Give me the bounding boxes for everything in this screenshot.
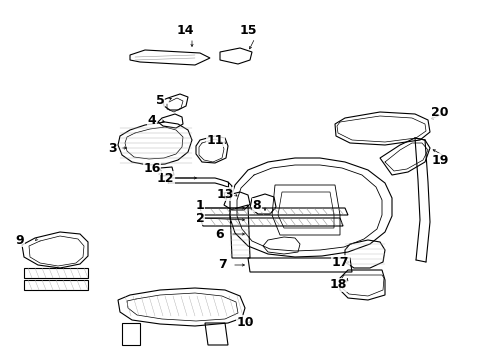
Text: 19: 19 xyxy=(431,153,449,166)
Text: 1: 1 xyxy=(196,198,204,212)
Text: 16: 16 xyxy=(143,162,161,175)
Text: 3: 3 xyxy=(108,141,116,154)
Text: 2: 2 xyxy=(196,212,204,225)
Text: 9: 9 xyxy=(16,234,24,247)
Text: 13: 13 xyxy=(216,188,234,201)
Text: 7: 7 xyxy=(218,258,226,271)
Text: 8: 8 xyxy=(253,198,261,212)
Text: 6: 6 xyxy=(216,228,224,240)
Text: 11: 11 xyxy=(206,134,224,147)
Text: 4: 4 xyxy=(147,113,156,126)
Text: 17: 17 xyxy=(331,256,349,269)
Text: 14: 14 xyxy=(176,23,194,36)
Text: 10: 10 xyxy=(236,315,254,328)
Text: 15: 15 xyxy=(239,23,257,36)
Text: 5: 5 xyxy=(156,94,164,107)
Text: 12: 12 xyxy=(156,171,174,185)
Text: 20: 20 xyxy=(431,105,449,118)
Text: 18: 18 xyxy=(329,279,347,292)
